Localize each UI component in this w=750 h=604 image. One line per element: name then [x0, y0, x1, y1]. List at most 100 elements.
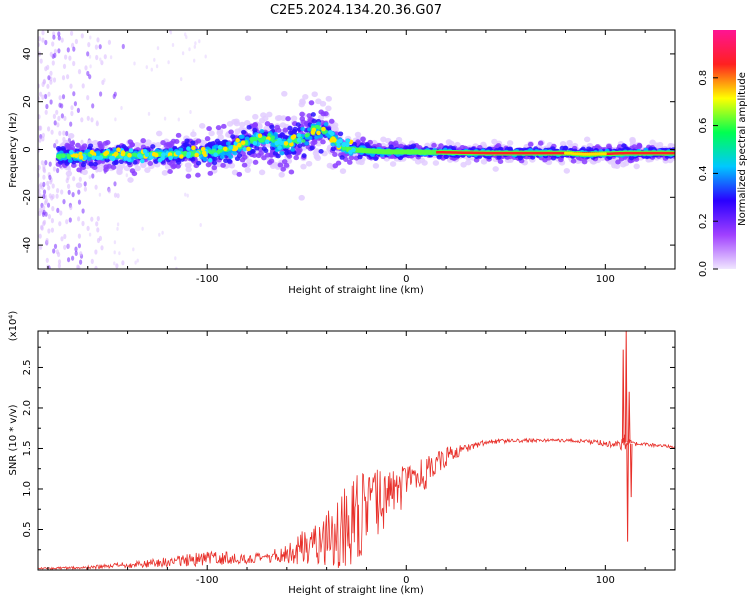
spectrogram-cell: [262, 115, 269, 122]
spectrogram-bright-cell: [240, 140, 246, 145]
spectrogram-noise-cell: [89, 35, 92, 40]
snr-x-ticks: -100 0 100: [47, 331, 646, 586]
spectrogram-noise-cell: [113, 181, 117, 187]
spectrogram-noise-cell: [39, 91, 43, 97]
spectrogram-noise-cell: [72, 60, 76, 67]
spectrogram-bright-cell: [175, 150, 180, 156]
colorbar-tick-label: 0.4: [698, 165, 709, 181]
spectrogram-noise-cell: [80, 117, 84, 123]
spectrogram-bright-cell: [200, 146, 206, 152]
spectrogram-cell: [185, 166, 192, 173]
spectrogram-y-axis-label: Frequency (Hz): [8, 112, 19, 188]
spectrogram-noise-cell: [50, 218, 55, 224]
spectrogram-noise-cell: [60, 236, 64, 242]
spectrogram-cell: [421, 160, 428, 166]
spectrogram-cell: [118, 162, 125, 169]
spectrogram-noise-cell: [63, 244, 67, 250]
spectrogram-bright-cell: [91, 155, 96, 160]
spectrogram-cell: [110, 164, 117, 170]
spectrogram-cell: [118, 159, 124, 165]
spectrogram-noise-cell: [94, 249, 98, 255]
spectrogram-noise-cell: [155, 64, 159, 69]
spectrogram-noise-cell: [57, 251, 61, 258]
spectrogram-noise-cell: [42, 219, 47, 225]
spectrogram-bright-cell: [213, 152, 218, 157]
spectrogram-noise-cell: [67, 243, 71, 249]
spectrogram-noise-cell: [90, 258, 94, 264]
spectrogram-cell: [246, 124, 252, 130]
spectrogram-cell: [75, 142, 81, 148]
spectrogram-noise-cell: [72, 46, 76, 52]
spectrogram-cell: [75, 182, 83, 189]
spectrogram-noise-cell: [96, 216, 100, 222]
spectrogram-noise-cell: [168, 30, 172, 33]
spectrogram-cell: [163, 142, 170, 149]
spectrogram-cell: [190, 131, 197, 138]
spectrogram-cell: [99, 144, 105, 150]
spectrogram-bright-cell: [265, 139, 270, 144]
spectrogram-cell: [239, 121, 246, 128]
spectrogram-noise-cell: [38, 233, 42, 239]
spectrogram-noise-cell: [42, 78, 47, 84]
spectrogram-cell: [358, 159, 365, 166]
spectrogram-cell: [497, 158, 504, 165]
spectrogram-noise-cell: [86, 225, 90, 231]
spectrogram-bright-cell: [232, 146, 238, 152]
spectrogram-cell: [106, 163, 112, 169]
colorbar: 0.0 0.2 0.4 0.6 0.8 Normalized spectral ampl…: [698, 30, 748, 277]
spectrogram-cell: [290, 147, 296, 152]
spectrogram-noise-cell: [56, 188, 60, 194]
spectrogram-noise-cell: [74, 38, 78, 45]
spectrogram-cell: [616, 144, 623, 150]
spectrogram-noise-cell: [43, 200, 48, 206]
spectrogram-noise-cell: [71, 192, 75, 198]
spectrogram-noise-cell: [77, 69, 82, 75]
spectrogram-noise-cell: [145, 65, 148, 70]
spectrogram-cell: [221, 123, 227, 129]
spectrogram-cell: [206, 126, 212, 132]
spectrogram-bright-cell: [128, 148, 134, 153]
spectrogram-cell: [127, 139, 134, 145]
spectrogram-noise-cell: [38, 137, 42, 143]
spectrogram-noise-cell: [81, 208, 85, 214]
spectrogram-cell: [398, 143, 404, 149]
spectrogram-cell: [389, 161, 397, 167]
spectrogram-noise-cell: [67, 257, 71, 263]
spectrogram-bright-cell: [142, 149, 148, 154]
spectrogram-cell: [92, 139, 99, 146]
spectrogram-bright-cell: [137, 153, 142, 158]
spectrogram-noise-cell: [113, 261, 116, 266]
snr-panel: -100 0 100 0.5 1.0 1.5 2.0 2.5 Height of strai…: [8, 311, 676, 596]
spectrogram-cell: [167, 168, 173, 175]
spectrogram-cell: [241, 162, 248, 168]
spectrogram-cell: [134, 165, 141, 172]
spectrogram-cell: [264, 121, 271, 127]
spectrogram-noise-cell: [51, 41, 55, 47]
spectrogram-noise-cell: [88, 54, 92, 59]
spectrogram-cell: [57, 155, 62, 160]
spectrogram-noise-cell: [156, 46, 160, 51]
spectrogram-noise-cell: [109, 55, 113, 60]
spectrogram-noise-cell: [51, 206, 55, 212]
spectrogram-cell: [370, 152, 375, 157]
spectrogram-cell: [311, 139, 318, 145]
spectrogram-cell: [241, 129, 247, 135]
spectrogram-cell: [584, 136, 591, 143]
spectrogram-cell: [354, 131, 362, 138]
spectrogram-noise-cell: [94, 265, 98, 269]
spectrogram-noise-cell: [99, 91, 103, 97]
spectrogram-noise-cell: [50, 129, 54, 135]
spectrogram-cell: [123, 145, 129, 151]
spectrogram-cell: [277, 162, 284, 168]
spectrogram-bright-cell: [316, 130, 321, 136]
spectrogram-cell: [176, 159, 182, 165]
spectrogram-cell: [266, 111, 273, 118]
spectrogram-noise-cell: [77, 216, 81, 222]
spectrogram-bright-cell: [78, 154, 84, 160]
spectrogram-cell: [273, 132, 278, 137]
spectrogram-noise-cell: [91, 103, 95, 109]
spectrogram-bright-cell: [274, 140, 280, 146]
spectrogram-noise-cell: [41, 211, 46, 217]
spectrogram-y-tick-label: -20: [22, 189, 33, 205]
spectrogram-noise-cell: [50, 227, 55, 233]
